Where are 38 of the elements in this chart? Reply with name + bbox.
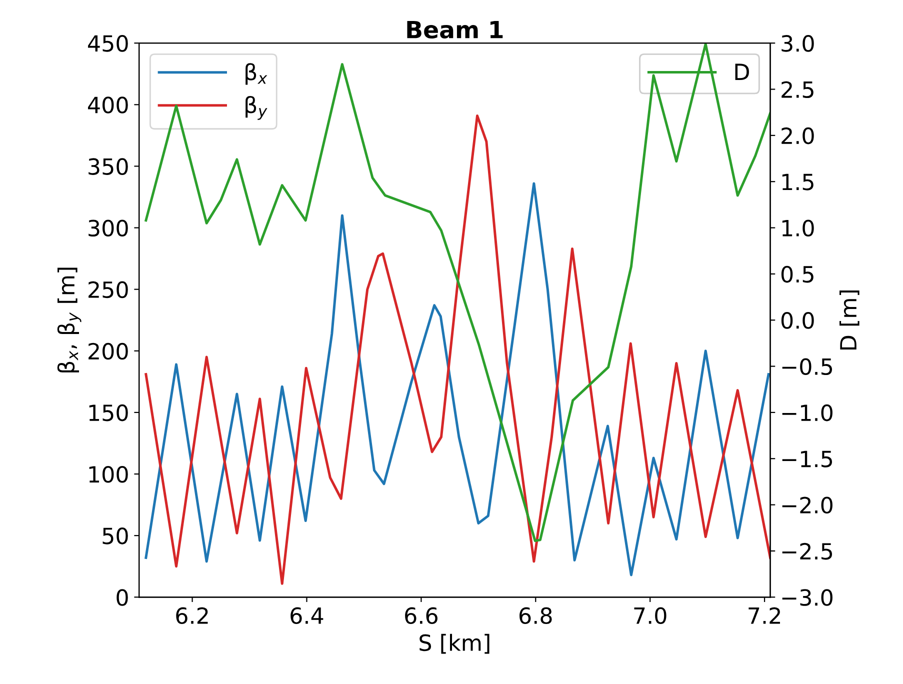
y-axis-title: β$_{x}$, β$_{y}$ [m] <box>57 268 82 372</box>
y-tick-label: 50 <box>102 528 128 544</box>
legend-label: β$_{y}$ <box>246 96 268 120</box>
y-tick-label: 400 <box>88 96 128 114</box>
y-tick-label: 250 <box>88 281 128 298</box>
x-axis-title: S [km] <box>420 634 490 654</box>
line-series <box>144 43 770 542</box>
y2-tick-label: −0.5 <box>782 358 832 376</box>
y2-tick-label: −2.5 <box>782 542 832 560</box>
y2-tick-label: 1.5 <box>782 174 814 190</box>
y2-tick-label: 2.0 <box>782 127 814 144</box>
y-tick-label: 100 <box>89 466 128 483</box>
legend-label: β$_{x}$ <box>246 63 268 85</box>
y2-tick-label: 0.5 <box>781 266 814 283</box>
y-tick-label: 450 <box>88 35 128 52</box>
y-tick-label: 200 <box>88 342 128 360</box>
y2-tick-label: −2.0 <box>782 496 832 514</box>
x-tick-label: 6.6 <box>405 607 438 624</box>
y2-tick-label: 2.5 <box>782 81 814 98</box>
y-tick-label: 300 <box>88 220 128 237</box>
y2-tick-label: −3.0 <box>782 589 832 606</box>
y2-axis-title: D [m] <box>840 290 860 350</box>
y2-tick-label: 1.0 <box>782 220 814 237</box>
y-tick-label: 0 <box>116 589 128 606</box>
y2-tick-label: 0.0 <box>781 312 814 329</box>
y2-tick-label: −1.0 <box>782 404 832 422</box>
x-tick-label: 7.0 <box>634 607 666 624</box>
chart-title: Beam 1 <box>407 20 503 39</box>
x-tick-label: 7.2 <box>748 607 780 624</box>
y-tick-label: 350 <box>88 158 128 175</box>
x-tick-label: 6.4 <box>290 607 324 624</box>
legend-label: D <box>735 64 749 80</box>
y2-tick-label: −1.5 <box>782 450 832 468</box>
y2-tick-label: 3.0 <box>782 35 814 52</box>
x-tick-label: 6.8 <box>520 607 552 624</box>
y-tick-label: 150 <box>89 404 128 422</box>
line-series <box>144 182 770 576</box>
x-tick-label: 6.2 <box>176 607 208 624</box>
